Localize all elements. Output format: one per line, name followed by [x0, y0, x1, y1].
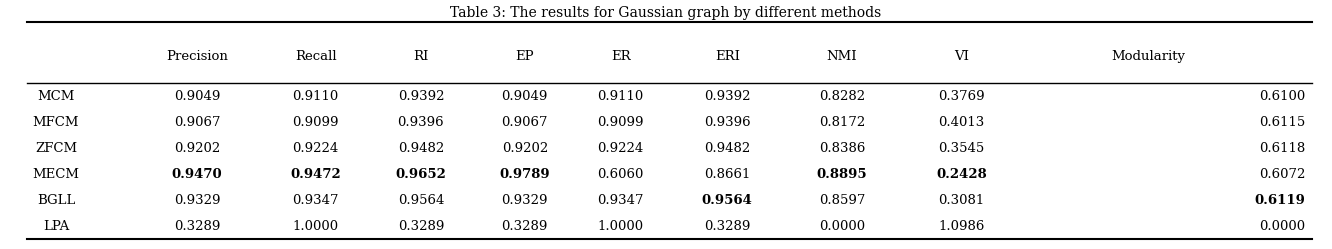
Text: 0.8386: 0.8386	[819, 142, 864, 155]
Text: 0.3769: 0.3769	[938, 90, 986, 103]
Text: 0.9482: 0.9482	[398, 142, 444, 155]
Text: 0.9564: 0.9564	[398, 194, 444, 207]
Text: 0.9099: 0.9099	[293, 116, 338, 129]
Text: 0.6072: 0.6072	[1259, 168, 1305, 181]
Text: 0.4013: 0.4013	[939, 116, 984, 129]
Text: 0.9067: 0.9067	[502, 116, 547, 129]
Text: 0.9202: 0.9202	[174, 142, 220, 155]
Text: 1.0000: 1.0000	[598, 220, 643, 233]
Text: 0.9329: 0.9329	[502, 194, 547, 207]
Text: 0.3081: 0.3081	[939, 194, 984, 207]
Text: 0.3545: 0.3545	[939, 142, 984, 155]
Text: 0.9049: 0.9049	[174, 90, 220, 103]
Text: 0.3289: 0.3289	[398, 220, 444, 233]
Text: 0.9067: 0.9067	[174, 116, 220, 129]
Text: Precision: Precision	[166, 50, 228, 62]
Text: 1.0000: 1.0000	[293, 220, 338, 233]
Text: MCM: MCM	[37, 90, 75, 103]
Text: 0.6100: 0.6100	[1259, 90, 1305, 103]
Text: 0.0000: 0.0000	[819, 220, 864, 233]
Text: VI: VI	[954, 50, 970, 62]
Text: ZFCM: ZFCM	[35, 142, 77, 155]
Text: 0.2428: 0.2428	[936, 168, 987, 181]
Text: EP: EP	[515, 50, 534, 62]
Text: 0.9470: 0.9470	[172, 168, 222, 181]
Text: 0.0000: 0.0000	[1259, 220, 1305, 233]
Text: LPA: LPA	[43, 220, 69, 233]
Text: 0.9202: 0.9202	[502, 142, 547, 155]
Text: MFCM: MFCM	[33, 116, 79, 129]
Text: 0.9392: 0.9392	[398, 90, 444, 103]
Text: RI: RI	[413, 50, 429, 62]
Text: 0.3289: 0.3289	[174, 220, 220, 233]
Text: 0.3289: 0.3289	[705, 220, 750, 233]
Text: 0.9396: 0.9396	[397, 116, 445, 129]
Text: 0.8661: 0.8661	[705, 168, 750, 181]
Text: 0.6118: 0.6118	[1259, 142, 1305, 155]
Text: Table 3: The results for Gaussian graph by different methods: Table 3: The results for Gaussian graph …	[450, 6, 882, 20]
Text: BGLL: BGLL	[37, 194, 75, 207]
Text: 0.6119: 0.6119	[1255, 194, 1305, 207]
Text: Recall: Recall	[294, 50, 337, 62]
Text: 0.9347: 0.9347	[598, 194, 643, 207]
Text: 0.9224: 0.9224	[293, 142, 338, 155]
Text: 0.6115: 0.6115	[1259, 116, 1305, 129]
Text: 0.9099: 0.9099	[598, 116, 643, 129]
Text: 0.9564: 0.9564	[702, 194, 753, 207]
Text: 0.9224: 0.9224	[598, 142, 643, 155]
Text: 0.9396: 0.9396	[703, 116, 751, 129]
Text: 1.0986: 1.0986	[939, 220, 984, 233]
Text: MECM: MECM	[32, 168, 80, 181]
Text: 0.6060: 0.6060	[598, 168, 643, 181]
Text: 0.9347: 0.9347	[293, 194, 338, 207]
Text: 0.8597: 0.8597	[819, 194, 864, 207]
Text: 0.9392: 0.9392	[705, 90, 750, 103]
Text: NMI: NMI	[827, 50, 856, 62]
Text: 0.9049: 0.9049	[502, 90, 547, 103]
Text: 0.9789: 0.9789	[500, 168, 550, 181]
Text: ERI: ERI	[715, 50, 739, 62]
Text: 0.8172: 0.8172	[819, 116, 864, 129]
Text: 0.3289: 0.3289	[502, 220, 547, 233]
Text: 0.9329: 0.9329	[174, 194, 220, 207]
Text: 0.9110: 0.9110	[293, 90, 338, 103]
Text: 0.8282: 0.8282	[819, 90, 864, 103]
Text: 0.8895: 0.8895	[817, 168, 867, 181]
Text: 0.9482: 0.9482	[705, 142, 750, 155]
Text: Modularity: Modularity	[1111, 50, 1185, 62]
Text: 0.9472: 0.9472	[290, 168, 341, 181]
Text: ER: ER	[611, 50, 630, 62]
Text: 0.9652: 0.9652	[396, 168, 446, 181]
Text: 0.9110: 0.9110	[598, 90, 643, 103]
